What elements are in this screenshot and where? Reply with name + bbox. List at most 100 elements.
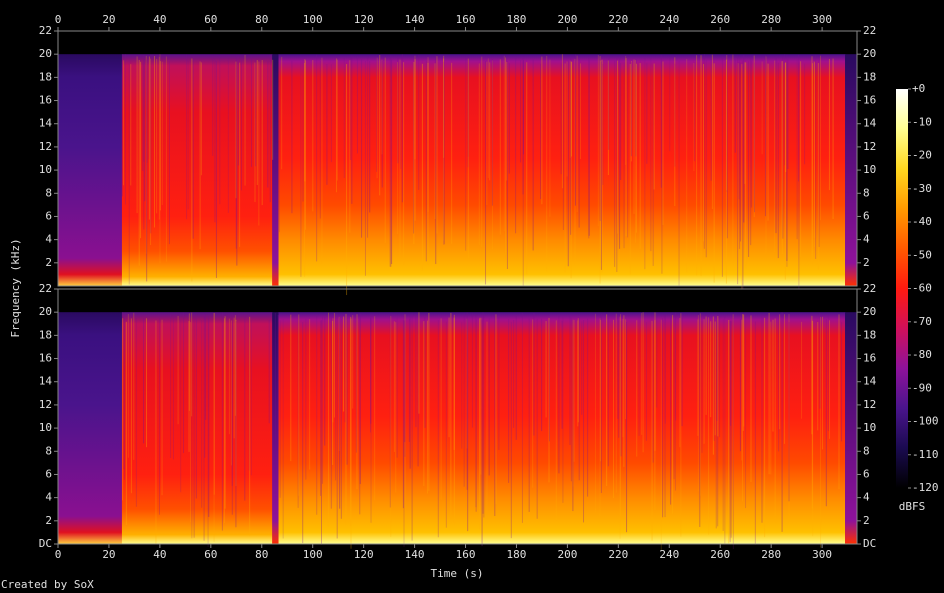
spectrogram-streak (618, 320, 620, 438)
spectrogram-streak (321, 57, 323, 264)
spectrogram-streak (662, 318, 664, 518)
spectrogram-streak (708, 317, 710, 535)
spectrogram-streak (204, 314, 206, 458)
spectrogram-streak (561, 54, 563, 189)
y-tick-label: 18 (39, 70, 52, 83)
spectrogram-streak (815, 55, 817, 259)
spectrogram-streak (213, 312, 215, 542)
spectrogram-streak (146, 59, 148, 282)
y-tick-label-right: 20 (863, 305, 876, 318)
spectrogram-streak (298, 314, 300, 496)
spectrogram-streak (630, 62, 632, 157)
spectrogram-streak (424, 317, 426, 428)
y-tick-label-right: 2 (863, 256, 870, 269)
spectrogram-streak (300, 61, 302, 277)
spectrogram-streak (710, 321, 712, 418)
spectrogram-streak (714, 321, 716, 436)
spectrogram-streak (124, 54, 126, 205)
spectrogram-streak (136, 56, 138, 214)
x-tick-label-top: 280 (761, 13, 781, 26)
spectrogram-streak (745, 62, 747, 269)
x-tick-label: 300 (812, 548, 832, 561)
spectrogram-streak (376, 57, 378, 179)
spectrogram-streak (638, 313, 640, 436)
spectrogram-streak (811, 315, 813, 435)
spectrogram-streak (798, 54, 800, 182)
spectrogram-streak (244, 314, 246, 501)
spectrogram-streak (567, 60, 569, 267)
spectrogram-streak (302, 60, 304, 202)
spectrogram-streak (588, 60, 590, 236)
spectrogram-streak (811, 320, 813, 509)
x-tick-label: 260 (710, 548, 730, 561)
spectrogram-streak (356, 56, 358, 154)
spectrogram-streak (669, 56, 671, 152)
spectrogram-streak (800, 61, 802, 257)
spectrogram-streak (421, 63, 423, 271)
spectrogram-streak (636, 320, 638, 457)
spectrogram-streak (121, 63, 123, 197)
spectrogram-streak (801, 321, 803, 419)
spectrogram-streak (620, 63, 622, 180)
spectrogram-streak (213, 313, 215, 495)
spectrogram-streak (634, 59, 636, 243)
spectrogram-streak (767, 63, 769, 221)
spectrogram-streak (513, 319, 515, 428)
spectrogram-streak (188, 321, 190, 452)
spectrogram-region (121, 312, 273, 544)
spectrogram-streak (467, 58, 469, 259)
spectrogram-streak (566, 61, 568, 177)
spectrogram-streak (536, 318, 538, 519)
spectrogram-streak (418, 312, 420, 414)
spectrogram-streak (629, 63, 631, 275)
spectrogram-streak (212, 55, 214, 156)
spectrogram-streak (304, 60, 306, 230)
x-tick-label-top: 120 (354, 13, 374, 26)
y-tick-label-right: DC (863, 537, 876, 550)
spectrogram-streak (205, 316, 207, 420)
spectrogram-streak (277, 314, 279, 448)
spectrogram-streak (796, 59, 798, 240)
spectrogram-streak (743, 55, 745, 223)
spectrogram-streak (572, 319, 574, 512)
spectrogram-streak (726, 55, 728, 191)
spectrogram-streak (326, 64, 328, 185)
spectrogram-streak (730, 321, 732, 538)
spectrogram-streak (820, 316, 822, 548)
spectrogram-streak (466, 318, 468, 449)
spectrogram-streak (312, 60, 314, 212)
spectrogram-streak (630, 61, 632, 162)
spectrogram-streak (128, 60, 130, 285)
spectrogram-streak (191, 58, 193, 282)
spectrogram-streak (427, 62, 429, 266)
spectrogram-streak (703, 319, 705, 444)
spectrogram-streak (434, 63, 436, 220)
x-tick-label: 120 (354, 548, 374, 561)
spectrogram-streak (248, 318, 250, 471)
x-tick-label-top: 220 (608, 13, 628, 26)
spectrogram-streak (494, 314, 496, 517)
spectrogram-streak (487, 58, 489, 178)
spectrogram-streak (327, 312, 329, 527)
spectrogram-region (58, 54, 123, 286)
spectrogram-streak (700, 55, 702, 276)
spectrogram-streak (489, 62, 491, 181)
spectrogram-streak (231, 312, 233, 486)
y-tick-label: 10 (39, 421, 52, 434)
spectrogram-streak (340, 319, 342, 519)
y-tick-label: 6 (45, 209, 52, 222)
spectrogram-streak (753, 55, 755, 218)
spectrogram-streak (617, 316, 619, 419)
spectrogram-streak (150, 58, 152, 234)
spectrogram-streak (350, 57, 352, 160)
spectrogram-streak (660, 55, 662, 188)
spectrogram-streak (443, 55, 445, 241)
spectrogram-streak (738, 62, 740, 200)
spectrogram-region (845, 312, 858, 544)
spectrogram-streak (724, 316, 726, 545)
spectrogram-streak (346, 317, 348, 465)
spectrogram-streak (549, 59, 551, 217)
spectrogram-streak (453, 314, 455, 525)
y-tick-label-right: 4 (863, 491, 870, 504)
spectrogram-streak (716, 315, 718, 421)
